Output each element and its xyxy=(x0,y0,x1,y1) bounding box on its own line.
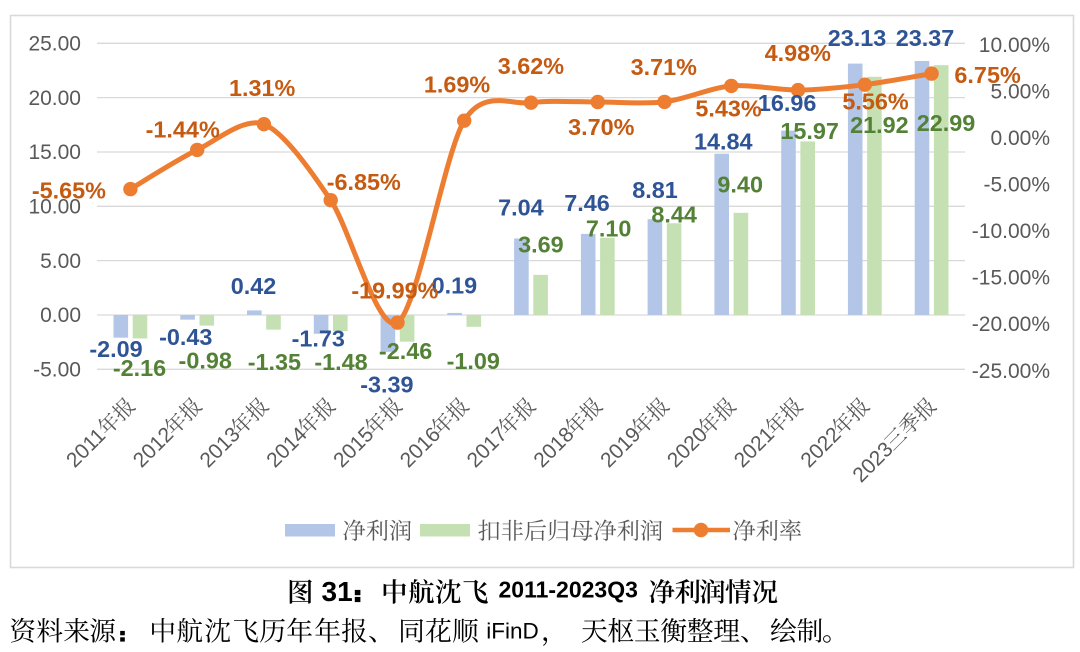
svg-text:16.96: 16.96 xyxy=(758,90,817,116)
svg-text:-3.39: -3.39 xyxy=(360,372,413,398)
svg-text:0.42: 0.42 xyxy=(231,273,277,299)
svg-text:-6.85%: -6.85% xyxy=(327,169,401,195)
svg-text:5.00: 5.00 xyxy=(40,250,81,273)
svg-text:4.98%: 4.98% xyxy=(765,40,832,66)
svg-text:25.00: 25.00 xyxy=(28,33,81,56)
svg-text:3.69: 3.69 xyxy=(518,231,564,257)
svg-text:8.81: 8.81 xyxy=(632,177,678,203)
svg-text:-5.00: -5.00 xyxy=(33,359,81,382)
svg-text:21.92: 21.92 xyxy=(850,112,909,138)
svg-text:iFinD: iFinD xyxy=(486,619,539,644)
svg-text:-0.43: -0.43 xyxy=(159,324,212,350)
svg-text:-0.98: -0.98 xyxy=(179,348,232,374)
svg-text:-1.44%: -1.44% xyxy=(146,117,220,143)
svg-text:-2.09: -2.09 xyxy=(89,336,142,362)
svg-text:7.10: 7.10 xyxy=(586,216,632,242)
svg-text:-25.00%: -25.00% xyxy=(972,360,1050,383)
svg-text:-1.73: -1.73 xyxy=(292,325,345,351)
svg-text:-5.65%: -5.65% xyxy=(32,177,106,203)
svg-text:15.97: 15.97 xyxy=(780,118,839,144)
svg-text:8.44: 8.44 xyxy=(651,201,697,227)
svg-text:-5.00%: -5.00% xyxy=(983,174,1050,197)
svg-text:23.13: 23.13 xyxy=(828,25,887,51)
svg-text:20.00: 20.00 xyxy=(28,87,81,110)
svg-text:6.75%: 6.75% xyxy=(954,62,1021,88)
svg-text:-1.48: -1.48 xyxy=(314,349,367,375)
svg-text:3.71%: 3.71% xyxy=(631,54,698,80)
svg-text:5.56%: 5.56% xyxy=(842,88,909,114)
svg-text:0.19: 0.19 xyxy=(432,273,478,299)
svg-text:22.99: 22.99 xyxy=(917,110,976,136)
svg-text:-10.00%: -10.00% xyxy=(972,220,1050,243)
svg-text:-20.00%: -20.00% xyxy=(972,313,1050,336)
svg-text:-19.99%: -19.99% xyxy=(351,278,438,304)
svg-text:7.46: 7.46 xyxy=(564,190,610,216)
svg-text:10.00: 10.00 xyxy=(28,196,81,219)
svg-text:7.04: 7.04 xyxy=(498,194,544,220)
svg-text:1.31%: 1.31% xyxy=(229,75,296,101)
svg-text:1.69%: 1.69% xyxy=(424,72,491,98)
svg-text:31: 31 xyxy=(322,576,353,607)
svg-text:2011-2023Q3: 2011-2023Q3 xyxy=(499,577,638,603)
svg-text:15.00: 15.00 xyxy=(28,141,81,164)
svg-text:14.84: 14.84 xyxy=(694,128,753,154)
svg-text:-2.16: -2.16 xyxy=(113,355,166,381)
svg-text:-1.09: -1.09 xyxy=(447,348,500,374)
svg-text:9.40: 9.40 xyxy=(717,171,763,197)
svg-text:0.00: 0.00 xyxy=(40,304,81,327)
svg-text:-2.46: -2.46 xyxy=(379,338,432,364)
svg-text:-15.00%: -15.00% xyxy=(972,267,1050,290)
svg-text:0.00%: 0.00% xyxy=(990,127,1050,150)
svg-text:3.62%: 3.62% xyxy=(498,53,565,79)
svg-text:5.43%: 5.43% xyxy=(695,96,762,122)
svg-text:10.00%: 10.00% xyxy=(979,34,1050,57)
svg-text:-1.35: -1.35 xyxy=(248,349,301,375)
svg-text:3.70%: 3.70% xyxy=(568,114,635,140)
svg-text:5.00%: 5.00% xyxy=(990,80,1050,103)
svg-text:23.37: 23.37 xyxy=(896,25,955,51)
